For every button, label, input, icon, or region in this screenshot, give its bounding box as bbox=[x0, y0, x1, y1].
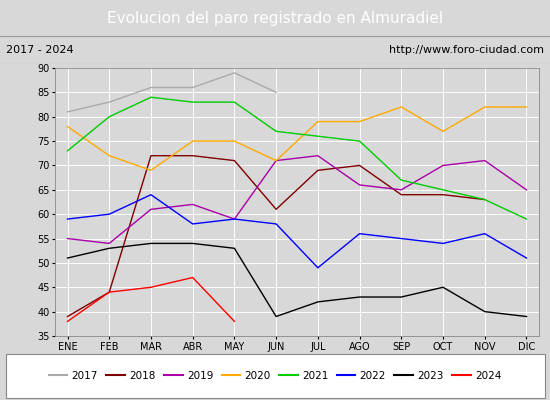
Legend: 2017, 2018, 2019, 2020, 2021, 2022, 2023, 2024: 2017, 2018, 2019, 2020, 2021, 2022, 2023… bbox=[49, 371, 501, 381]
Text: 2017 - 2024: 2017 - 2024 bbox=[6, 45, 73, 55]
FancyBboxPatch shape bbox=[6, 354, 544, 398]
Text: Evolucion del paro registrado en Almuradiel: Evolucion del paro registrado en Almurad… bbox=[107, 10, 443, 26]
Text: http://www.foro-ciudad.com: http://www.foro-ciudad.com bbox=[389, 45, 544, 55]
